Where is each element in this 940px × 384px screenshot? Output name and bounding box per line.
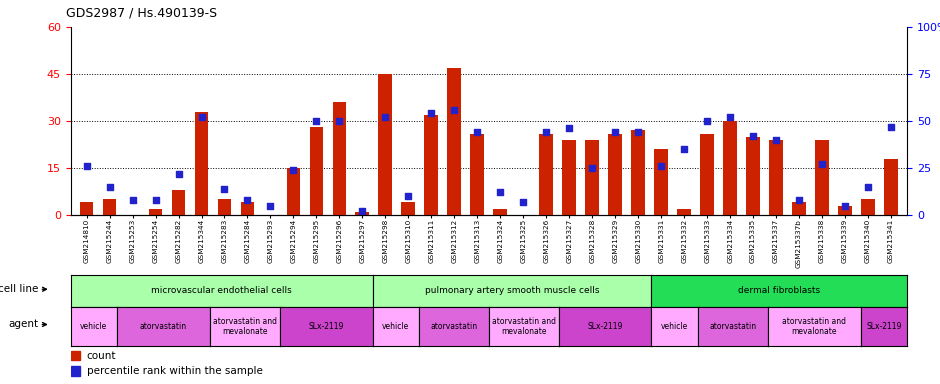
Text: dermal fibroblasts: dermal fibroblasts bbox=[738, 286, 821, 295]
Point bbox=[860, 184, 875, 190]
Text: atorvastatin: atorvastatin bbox=[140, 322, 187, 331]
Bar bbox=[586, 140, 599, 215]
Point bbox=[769, 137, 784, 143]
Text: percentile rank within the sample: percentile rank within the sample bbox=[86, 366, 262, 376]
Bar bbox=[217, 199, 231, 215]
Bar bbox=[470, 134, 484, 215]
Bar bbox=[70, 366, 80, 376]
Bar bbox=[355, 212, 369, 215]
Bar bbox=[333, 102, 346, 215]
Point bbox=[286, 167, 301, 173]
Text: atorvastatin: atorvastatin bbox=[710, 322, 757, 331]
Point bbox=[217, 185, 232, 192]
Text: microvascular endothelial cells: microvascular endothelial cells bbox=[151, 286, 292, 295]
Point bbox=[516, 199, 531, 205]
Bar bbox=[401, 202, 415, 215]
Bar bbox=[172, 190, 185, 215]
Point bbox=[470, 129, 485, 135]
Bar bbox=[379, 74, 392, 215]
Point bbox=[791, 197, 807, 203]
Text: atorvastatin and
mevalonate: atorvastatin and mevalonate bbox=[782, 317, 846, 336]
Point bbox=[631, 129, 646, 135]
Point bbox=[723, 114, 738, 120]
Bar bbox=[677, 209, 691, 215]
Bar bbox=[80, 202, 93, 215]
Text: pulmonary artery smooth muscle cells: pulmonary artery smooth muscle cells bbox=[425, 286, 600, 295]
Text: cell line: cell line bbox=[0, 284, 39, 294]
Point bbox=[79, 163, 94, 169]
Bar bbox=[746, 137, 760, 215]
Bar bbox=[241, 202, 255, 215]
Bar bbox=[769, 140, 783, 215]
Point bbox=[309, 118, 324, 124]
Bar bbox=[447, 68, 462, 215]
Text: count: count bbox=[86, 351, 116, 361]
Text: atorvastatin: atorvastatin bbox=[431, 322, 478, 331]
Bar bbox=[149, 209, 163, 215]
Point bbox=[240, 197, 255, 203]
Point bbox=[653, 163, 668, 169]
Point bbox=[148, 197, 163, 203]
Bar bbox=[654, 149, 668, 215]
Text: agent: agent bbox=[8, 319, 39, 329]
Bar bbox=[562, 140, 576, 215]
Point bbox=[539, 129, 554, 135]
Point bbox=[424, 110, 439, 116]
Bar bbox=[287, 168, 301, 215]
Text: vehicle: vehicle bbox=[661, 322, 688, 331]
Text: GDS2987 / Hs.490139-S: GDS2987 / Hs.490139-S bbox=[66, 6, 217, 19]
Bar bbox=[632, 131, 645, 215]
Bar bbox=[700, 134, 714, 215]
Bar bbox=[70, 351, 80, 361]
Text: vehicle: vehicle bbox=[80, 322, 107, 331]
Point bbox=[699, 118, 714, 124]
Point bbox=[332, 118, 347, 124]
Bar bbox=[102, 199, 117, 215]
Bar bbox=[815, 140, 829, 215]
Point bbox=[838, 203, 853, 209]
Text: SLx-2119: SLx-2119 bbox=[308, 322, 344, 331]
Point bbox=[263, 203, 278, 209]
Text: SLx-2119: SLx-2119 bbox=[588, 322, 622, 331]
Bar bbox=[723, 121, 737, 215]
Point bbox=[102, 184, 118, 190]
Bar bbox=[792, 202, 806, 215]
Bar bbox=[195, 112, 209, 215]
Text: atorvastatin and
mevalonate: atorvastatin and mevalonate bbox=[212, 317, 276, 336]
Point bbox=[815, 161, 830, 167]
Text: atorvastatin and
mevalonate: atorvastatin and mevalonate bbox=[492, 317, 556, 336]
Point bbox=[884, 124, 899, 130]
Point bbox=[677, 146, 692, 152]
Point bbox=[355, 208, 370, 214]
Point bbox=[125, 197, 140, 203]
Bar bbox=[425, 115, 438, 215]
Point bbox=[378, 114, 393, 120]
Point bbox=[493, 189, 508, 195]
Point bbox=[585, 165, 600, 171]
Bar bbox=[885, 159, 898, 215]
Point bbox=[400, 193, 415, 199]
Point bbox=[607, 129, 622, 135]
Bar bbox=[838, 206, 852, 215]
Bar bbox=[608, 134, 622, 215]
Bar bbox=[309, 127, 323, 215]
Point bbox=[171, 170, 186, 177]
Text: SLx-2119: SLx-2119 bbox=[866, 322, 901, 331]
Point bbox=[745, 133, 760, 139]
Text: vehicle: vehicle bbox=[383, 322, 410, 331]
Point bbox=[194, 114, 209, 120]
Bar bbox=[540, 134, 553, 215]
Point bbox=[446, 107, 462, 113]
Point bbox=[562, 126, 577, 132]
Bar bbox=[494, 209, 508, 215]
Bar bbox=[861, 199, 875, 215]
